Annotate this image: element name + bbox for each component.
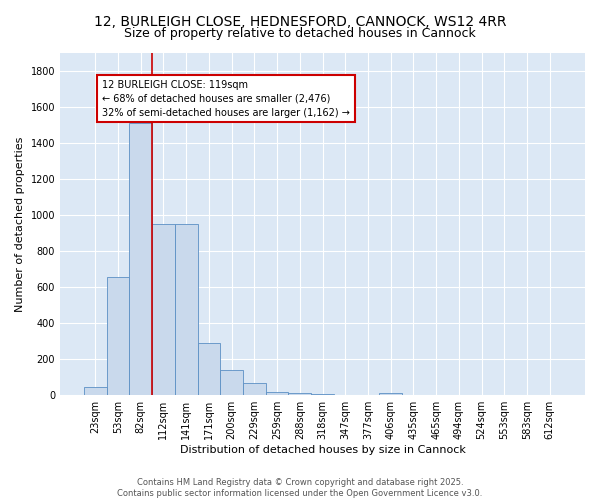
Bar xyxy=(197,343,220,395)
Bar xyxy=(107,277,130,395)
Y-axis label: Number of detached properties: Number of detached properties xyxy=(15,136,25,312)
Text: Contains HM Land Registry data © Crown copyright and database right 2025.
Contai: Contains HM Land Registry data © Crown c… xyxy=(118,478,482,498)
Bar xyxy=(243,384,266,395)
Bar xyxy=(220,370,243,395)
X-axis label: Distribution of detached houses by size in Cannock: Distribution of detached houses by size … xyxy=(179,445,466,455)
Bar xyxy=(289,394,311,395)
Text: Size of property relative to detached houses in Cannock: Size of property relative to detached ho… xyxy=(124,28,476,40)
Text: 12, BURLEIGH CLOSE, HEDNESFORD, CANNOCK, WS12 4RR: 12, BURLEIGH CLOSE, HEDNESFORD, CANNOCK,… xyxy=(94,15,506,29)
Bar xyxy=(311,394,334,395)
Bar xyxy=(130,123,152,395)
Bar xyxy=(379,394,402,395)
Bar xyxy=(84,387,107,395)
Text: 12 BURLEIGH CLOSE: 119sqm
← 68% of detached houses are smaller (2,476)
32% of se: 12 BURLEIGH CLOSE: 119sqm ← 68% of detac… xyxy=(102,80,350,118)
Bar xyxy=(175,224,197,395)
Bar xyxy=(152,224,175,395)
Bar xyxy=(266,392,289,395)
Bar xyxy=(334,394,356,395)
